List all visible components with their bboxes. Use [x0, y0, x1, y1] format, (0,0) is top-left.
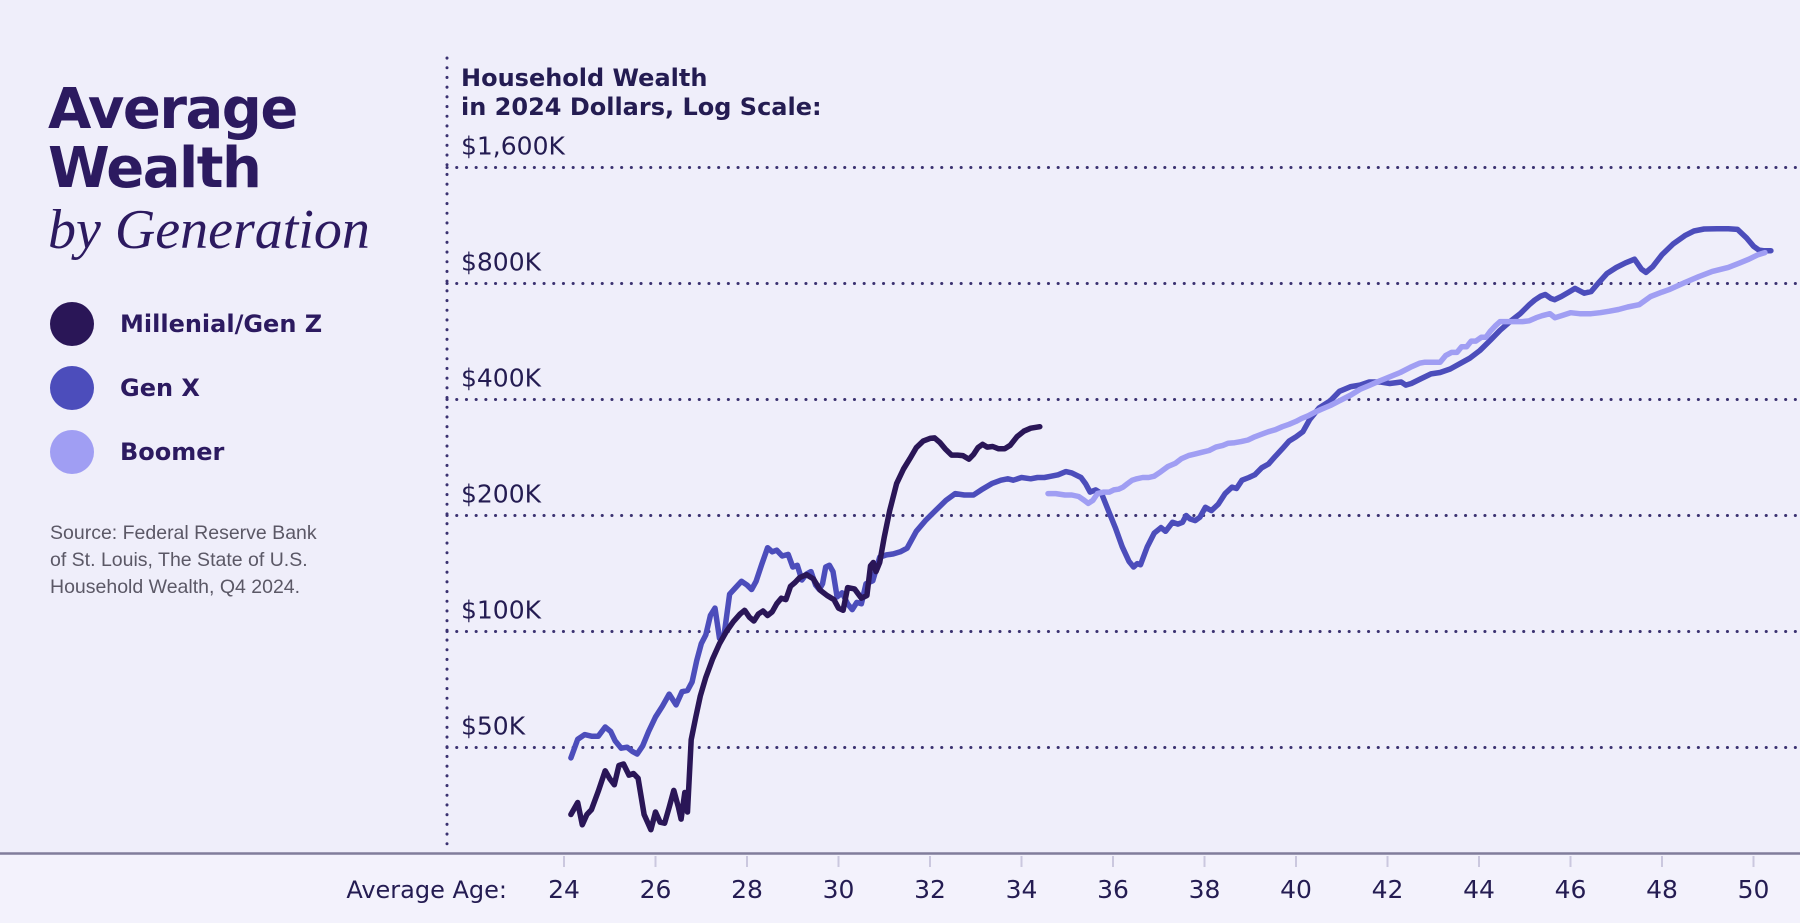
- title-line-3: by Generation: [48, 199, 370, 261]
- legend: Millenial/Gen Z Gen X Boomer: [50, 302, 322, 474]
- title-line-1: Average: [48, 77, 298, 142]
- x-tick-label-32: 32: [914, 875, 946, 904]
- x-tick-label-30: 30: [823, 875, 855, 904]
- boomer-swatch-icon: [50, 430, 94, 474]
- series-line-millenial-gen-z: [568, 423, 1043, 833]
- legend-label-boomer: Boomer: [120, 438, 225, 466]
- y-axis-heading-line-1: Household Wealth: [461, 64, 708, 92]
- x-tick-label-50: 50: [1738, 875, 1770, 904]
- x-tick-label-24: 24: [548, 875, 580, 904]
- x-tick-label-36: 36: [1097, 875, 1129, 904]
- x-tick-label-48: 48: [1646, 875, 1678, 904]
- y-tick-label-400k: $400K: [461, 364, 542, 393]
- legend-label-millennial: Millenial/Gen Z: [120, 310, 323, 338]
- source-note: Source: Federal Reserve Bank of St. Loui…: [50, 522, 317, 598]
- x-tick-label-44: 44: [1463, 875, 1495, 904]
- legend-item-millennial: Millenial/Gen Z: [50, 302, 322, 346]
- genx-swatch-icon: [50, 366, 94, 410]
- x-tick-label-42: 42: [1372, 875, 1404, 904]
- legend-item-boomer: Boomer: [50, 430, 322, 474]
- page-title: Average Wealth by Generation: [48, 80, 370, 262]
- x-tick-label-26: 26: [640, 875, 672, 904]
- y-axis-heading-line-2: in 2024 Dollars, Log Scale:: [461, 93, 822, 121]
- x-tick-label-34: 34: [1006, 875, 1038, 904]
- x-tick-label-38: 38: [1189, 875, 1221, 904]
- series-line-gen-x: [568, 225, 1774, 761]
- y-tick-label-50k: $50K: [461, 712, 526, 741]
- x-axis-label: Average Age:: [346, 876, 507, 904]
- x-axis-band: [0, 855, 1800, 923]
- x-tick-label-46: 46: [1555, 875, 1587, 904]
- legend-label-genx: Gen X: [120, 374, 200, 402]
- y-tick-label-1600k: $1,600K: [461, 132, 565, 161]
- series-line-boomer: [1045, 249, 1768, 507]
- title-line-2: Wealth: [48, 136, 262, 201]
- legend-item-genx: Gen X: [50, 366, 322, 410]
- y-tick-label-200k: $200K: [461, 480, 542, 509]
- y-tick-label-800k: $800K: [461, 248, 542, 277]
- y-axis-heading: Household Wealth in 2024 Dollars, Log Sc…: [461, 64, 822, 122]
- millennial-swatch-icon: [50, 302, 94, 346]
- y-tick-label-100k: $100K: [461, 596, 542, 625]
- x-tick-label-40: 40: [1280, 875, 1312, 904]
- x-tick-label-28: 28: [731, 875, 763, 904]
